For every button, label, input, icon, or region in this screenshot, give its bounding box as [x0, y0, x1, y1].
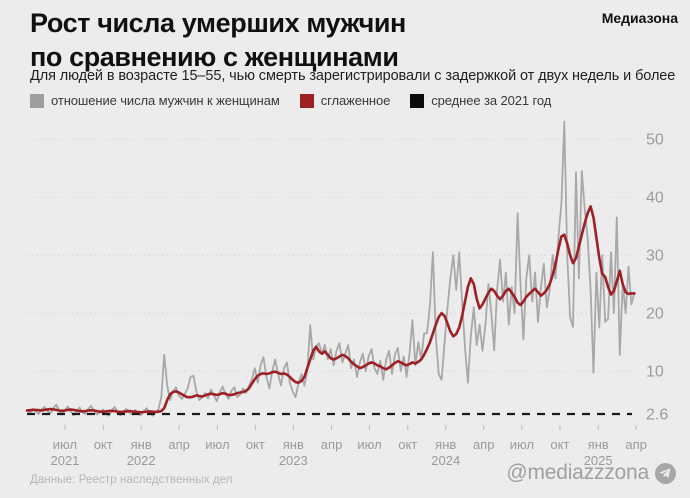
x-axis-month-label: янв — [588, 437, 609, 452]
data-source-note: Данные: Реестр наследственных дел — [30, 474, 233, 486]
y-axis-label-40: 40 — [646, 190, 664, 207]
legend-swatch-smoothed — [299, 93, 314, 108]
raw-ratio-line — [26, 120, 636, 417]
title-line-2: по сравнению с женщинами — [30, 42, 399, 72]
x-axis-month-label: окт — [246, 437, 265, 452]
x-axis-month-label: июл — [53, 437, 77, 452]
page-title: Рост числа умерших мужчин по сравнению с… — [30, 6, 406, 74]
x-axis-month-label: июл — [357, 437, 381, 452]
legend-item-ratio: отношение числа мужчин к женщинам — [30, 93, 280, 108]
x-axis-year-label: 2025 — [584, 453, 613, 468]
x-axis-month-label: июл — [510, 437, 534, 452]
legend-label-average-2021: среднее за 2021 год — [431, 93, 552, 108]
legend-swatch-ratio — [30, 93, 44, 108]
x-axis-month-label: янв — [283, 437, 304, 452]
social-handle-text: @mediazzzona — [506, 461, 649, 484]
telegram-icon — [655, 462, 676, 484]
x-axis-month-label: окт — [550, 437, 569, 452]
x-axis-month-label: окт — [398, 437, 417, 452]
legend-label-ratio: отношение числа мужчин к женщинам — [51, 93, 280, 108]
y-axis-label-50: 50 — [646, 132, 664, 149]
brand-logo: Медиазона — [601, 10, 678, 26]
chart-legend: отношение числа мужчин к женщинам сглаже… — [30, 93, 551, 108]
x-axis-month-label: янв — [131, 437, 152, 452]
y-axis-label-20: 20 — [646, 306, 664, 323]
x-axis-year-label: 2023 — [279, 453, 308, 468]
x-axis-month-label: апр — [473, 437, 495, 452]
legend-label-smoothed: сглаженное — [320, 93, 391, 108]
x-axis-month-label: окт — [94, 437, 113, 452]
title-line-1: Рост числа умерших мужчин — [30, 8, 406, 38]
legend-item-smoothed: сглаженное — [299, 93, 391, 108]
legend-swatch-average-2021 — [410, 93, 425, 108]
y-axis-label-2.6: 2.6 — [646, 407, 668, 424]
y-axis-label-10: 10 — [646, 364, 664, 381]
x-axis-month-label: апр — [168, 437, 190, 452]
x-axis-month-label: апр — [321, 437, 343, 452]
x-axis-month-label: янв — [435, 437, 456, 452]
social-handle[interactable]: @mediazzzona — [506, 461, 676, 485]
y-axis-label-30: 30 — [646, 248, 664, 265]
chart-subtitle: Для людей в возрасте 15–55, чью смерть з… — [30, 68, 676, 84]
x-axis-year-label: 2022 — [127, 453, 156, 468]
x-axis-year-label: 2021 — [50, 453, 79, 468]
x-axis-month-label: апр — [625, 437, 647, 452]
x-axis-month-label: июл — [205, 437, 229, 452]
smoothed-line — [25, 205, 636, 414]
legend-item-average-2021: среднее за 2021 год — [410, 93, 551, 108]
x-axis-year-label: 2024 — [431, 453, 460, 468]
